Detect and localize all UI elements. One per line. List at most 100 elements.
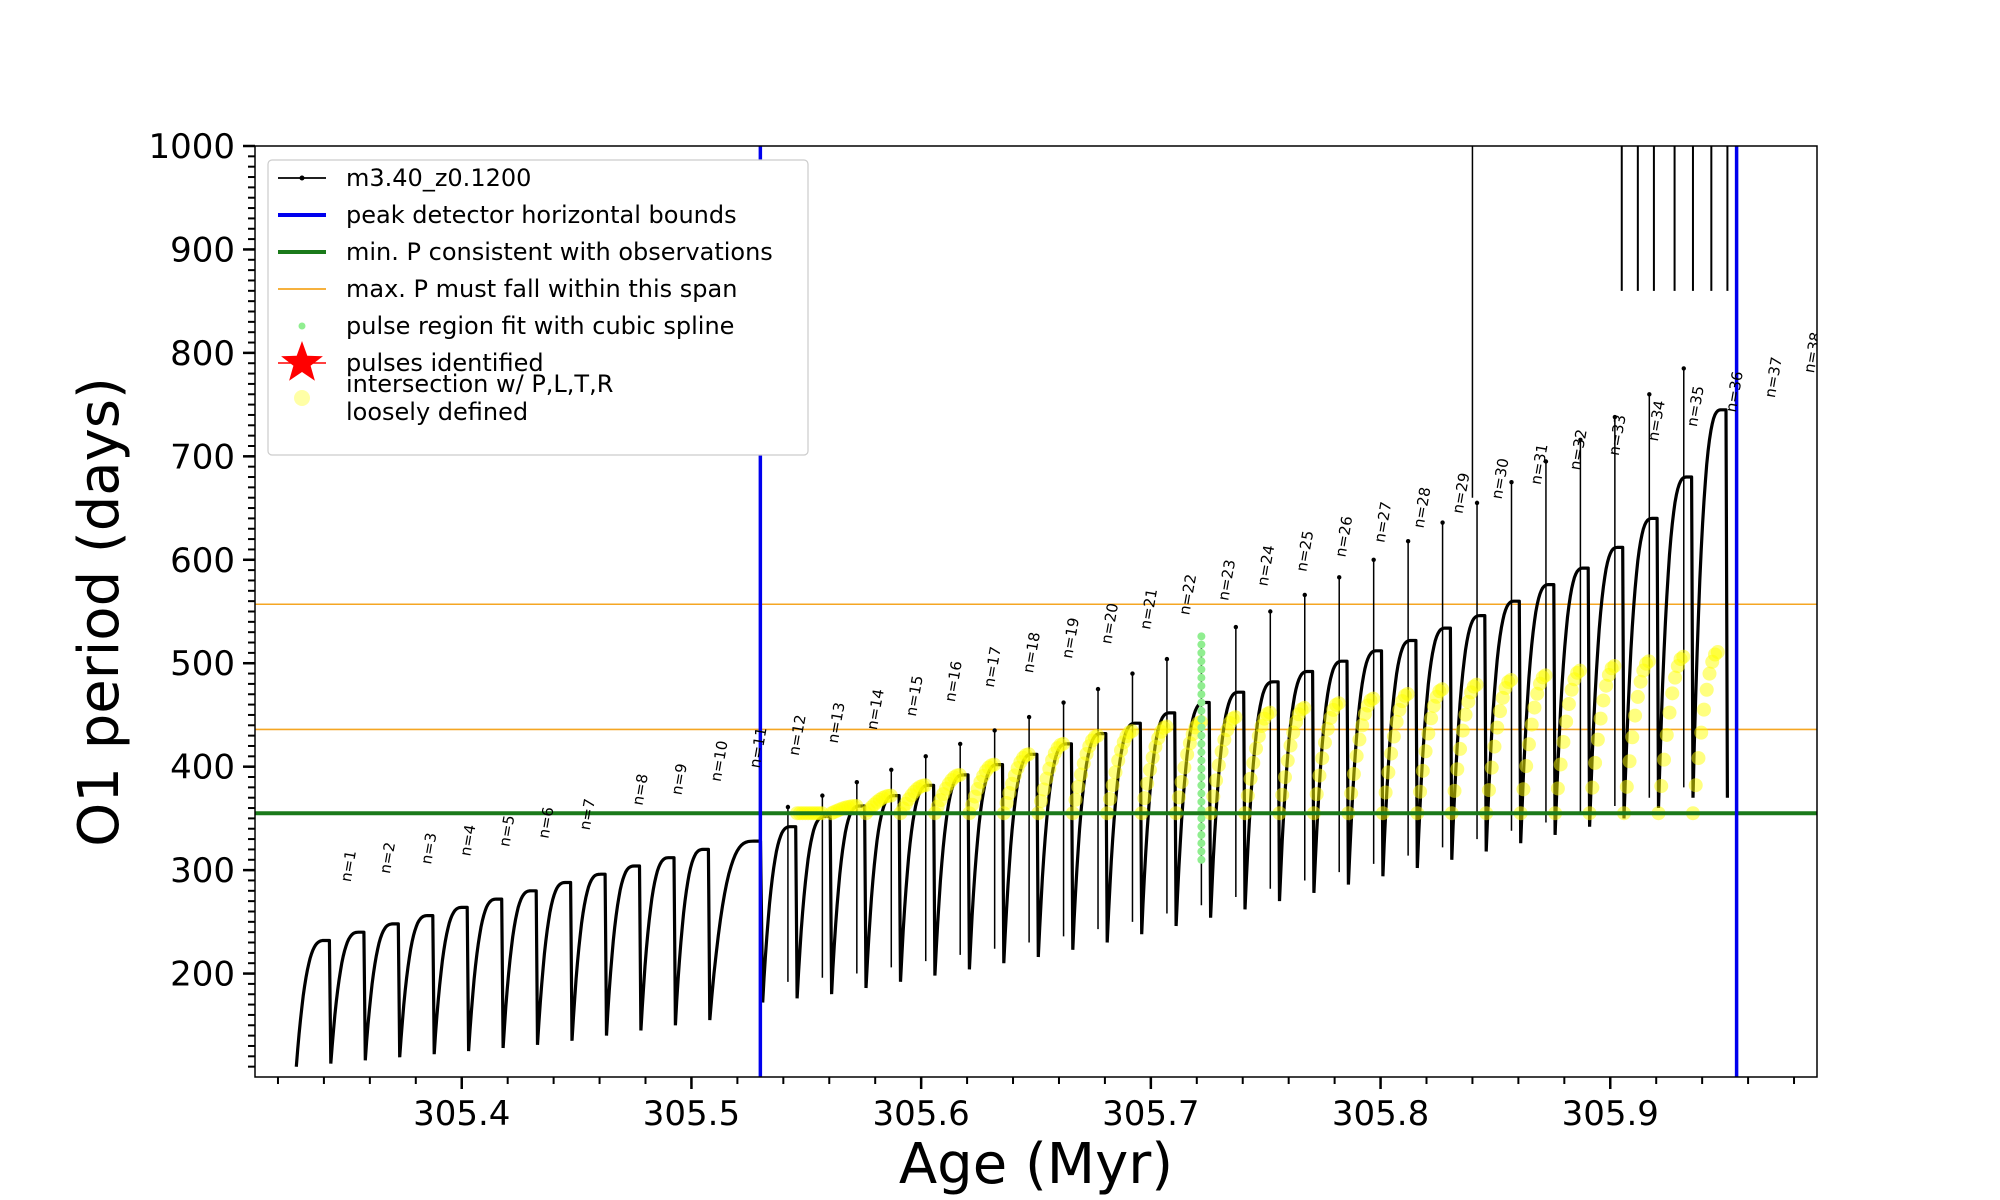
pulse-label: n=2 <box>376 841 399 875</box>
intersection-marker <box>1312 768 1327 783</box>
intersection-marker <box>1249 741 1264 756</box>
intersection-marker <box>1320 721 1335 736</box>
intersection-marker <box>1171 790 1186 805</box>
intersection-marker <box>1633 674 1648 689</box>
pulse-spike-tip <box>1543 459 1549 464</box>
intersection-marker <box>1297 700 1312 715</box>
legend-label: min. P consistent with observations <box>346 238 773 266</box>
intersection-marker <box>1105 778 1120 793</box>
intersection-marker <box>1102 791 1117 806</box>
intersection-marker <box>1366 691 1381 706</box>
spline-point <box>1197 797 1206 806</box>
intersection-marker <box>1455 723 1470 738</box>
intersection-marker <box>1386 729 1401 744</box>
pulse-spike-tip <box>1405 538 1411 544</box>
intersection-marker <box>1694 725 1709 740</box>
intersection-marker <box>1590 732 1605 747</box>
intersection-marker <box>1280 753 1295 768</box>
intersection-marker <box>883 788 898 803</box>
spline-point <box>1197 789 1206 798</box>
intersection-marker <box>1699 682 1714 697</box>
intersection-marker <box>1355 718 1370 733</box>
pulse-spike-tip <box>1095 686 1101 692</box>
spline-point <box>1197 715 1206 724</box>
intersection-marker <box>1481 783 1496 798</box>
intersection-marker <box>1561 697 1576 712</box>
spline-point <box>1197 756 1206 765</box>
intersection-marker <box>1309 787 1324 802</box>
intersection-marker <box>1240 788 1255 803</box>
legend-label: pulses identified <box>346 349 544 377</box>
pulse-spike-tip <box>992 728 997 733</box>
intersection-marker <box>1538 668 1553 683</box>
pulse-spike-tip <box>1233 624 1239 630</box>
legend-label: max. P must fall within this span <box>346 275 737 303</box>
intersection-marker <box>1349 748 1364 763</box>
axes: 305.4 305.5 305.6 305.7 305.8 305.9 200 300 400 5… <box>148 127 1796 1134</box>
intersection-marker <box>1418 744 1433 759</box>
pulse-spike-tip <box>1130 671 1135 676</box>
x-tick-label: 305.6 <box>872 1094 969 1134</box>
pulse-spike-tip <box>1612 414 1618 420</box>
intersection-marker <box>1527 700 1542 715</box>
y-tick-label: 1000 <box>148 127 235 167</box>
spline-point <box>1197 822 1206 831</box>
intersection-marker <box>1068 792 1083 807</box>
intersection-marker <box>1519 759 1534 774</box>
legend-frame <box>267 159 809 456</box>
intersection-marker <box>1381 765 1396 780</box>
intersection-marker <box>1177 760 1192 775</box>
intersection-marker <box>1659 727 1674 742</box>
intersection-marker <box>1435 682 1450 697</box>
intersection-marker <box>1596 693 1611 708</box>
spline-point <box>1197 648 1206 657</box>
intersection-marker <box>1278 770 1293 785</box>
spline-point <box>1197 665 1206 674</box>
intersection-marker <box>1458 707 1473 722</box>
intersection-marker <box>1628 708 1643 723</box>
y-tick-label: 800 <box>170 334 235 374</box>
pulse-label: n=5 <box>495 814 518 848</box>
intersection-marker <box>1209 773 1224 788</box>
y-tick-label: 400 <box>170 748 235 788</box>
intersection-marker <box>1137 791 1152 806</box>
pulse-spike-tip <box>1681 366 1686 371</box>
pulse-spike-tip <box>1509 479 1514 485</box>
intersection-marker <box>1071 779 1086 794</box>
intersection-marker <box>1607 659 1622 674</box>
spline-point <box>1197 690 1206 699</box>
pulse-spike-tip <box>1164 656 1170 662</box>
spline-point <box>1197 723 1206 732</box>
intersection-marker <box>1056 736 1071 751</box>
intersection-marker <box>1710 645 1725 660</box>
spline-point <box>1197 830 1206 839</box>
intersection-marker <box>1180 747 1195 762</box>
intersection-marker <box>1550 781 1565 796</box>
intersection-marker <box>1228 710 1243 725</box>
intersection-marker <box>1352 732 1367 747</box>
intersection-marker <box>1688 778 1703 793</box>
legend-label-line2: loosely defined <box>346 398 528 426</box>
intersection-marker <box>1090 728 1105 743</box>
y-tick-label: 300 <box>170 851 235 891</box>
intersection-marker <box>1145 750 1160 765</box>
intersection-marker <box>1034 794 1049 809</box>
spline-point <box>1197 781 1206 790</box>
intersection-marker <box>1206 789 1221 804</box>
pulse-label: n=7 <box>576 797 599 831</box>
intersection-marker <box>1559 714 1574 729</box>
intersection-marker <box>1286 725 1301 740</box>
intersection-marker <box>1125 724 1140 739</box>
pulse-spike-tip <box>1268 609 1273 614</box>
spline-point <box>1197 632 1206 641</box>
intersection-marker <box>1389 714 1404 729</box>
intersection-marker <box>1346 767 1361 782</box>
intersection-marker <box>1108 765 1123 780</box>
pulse-spike-tip <box>854 779 860 785</box>
spline-point <box>1197 673 1206 682</box>
intersection-marker <box>1668 670 1683 685</box>
intersection-marker <box>1696 702 1711 717</box>
intersection-marker <box>1140 776 1155 791</box>
